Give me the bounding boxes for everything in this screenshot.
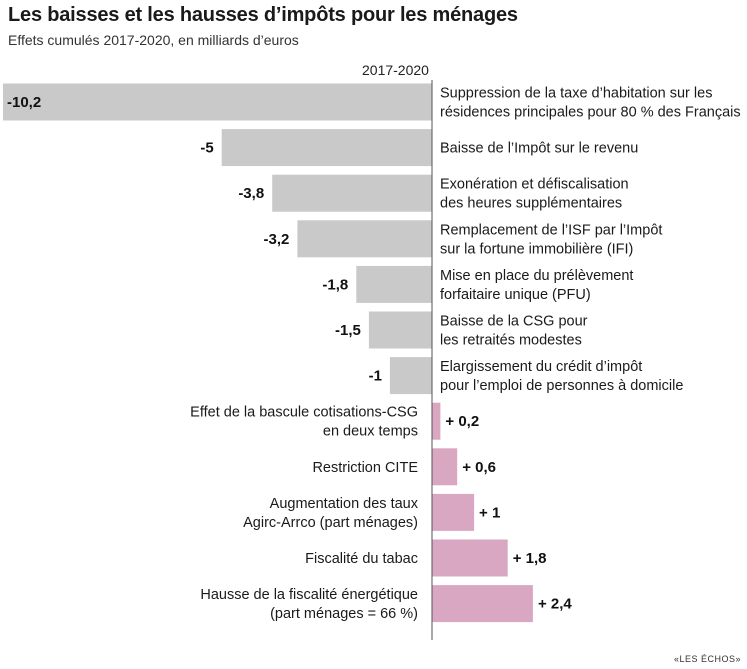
value-label-2: -5 <box>200 140 213 157</box>
chart-subtitle: Effets cumulés 2017-2020, en milliards d… <box>8 32 299 48</box>
value-label-3: -3,8 <box>238 185 264 202</box>
category-label-9: Restriction CITE <box>312 460 418 476</box>
value-label-4: -3,2 <box>264 231 290 248</box>
value-label-5: -1,8 <box>322 276 348 293</box>
category-label-3: Exonération et défiscalisation des heures… <box>440 177 629 212</box>
bar-4 <box>297 220 432 258</box>
bar-2 <box>221 129 432 167</box>
value-label-6: -1,5 <box>335 322 361 339</box>
category-label-11: Fiscalité du tabac <box>305 551 418 567</box>
category-label-5: Mise en place du prélèvement forfaitaire … <box>440 268 633 303</box>
category-label-12: Hausse de la fiscalité énergétique (part … <box>200 587 418 622</box>
bars-layer: -10,2 Suppression de la taxe d’habitation… <box>3 83 741 623</box>
category-label-2: Baisse de l’Impôt sur le revenu <box>440 141 638 157</box>
category-label-4: Remplacement de l’ISF par l’Impôt sur la … <box>440 222 662 257</box>
bar-10 <box>432 493 475 531</box>
bar-8 <box>432 402 441 440</box>
value-label-7: -1 <box>369 368 382 385</box>
category-label-7: Elargissement du crédit d’impôt pour l’em… <box>440 359 683 394</box>
category-label-10: Augmentation des taux Agirc-Arrco (part m… <box>243 496 419 531</box>
bar-6 <box>368 311 432 349</box>
bar-9 <box>432 448 458 486</box>
chart-title: Les baisses et les hausses d’impôts pour… <box>8 4 518 26</box>
value-label-8: + 0,2 <box>445 413 479 430</box>
value-label-10: + 1 <box>479 504 500 521</box>
bar-1 <box>3 83 432 121</box>
category-label-6: Baisse de la CSG pour les retraités modes… <box>440 314 588 349</box>
category-label-8: Effet de la bascule cotisations-CSG en de… <box>190 405 418 440</box>
source-credit: «LES ÉCHOS» <box>673 654 741 664</box>
bar-5 <box>356 265 432 303</box>
bar-7 <box>389 357 432 395</box>
bar-11 <box>432 539 508 577</box>
bar-12 <box>432 585 533 623</box>
period-label: 2017-2020 <box>362 62 429 78</box>
bar-3 <box>272 174 432 212</box>
category-label-1: Suppression de la taxe d’habitation sur … <box>440 86 741 121</box>
value-label-12: + 2,4 <box>538 596 572 613</box>
value-label-1: -10,2 <box>7 94 41 111</box>
value-label-11: + 1,8 <box>513 550 547 567</box>
value-label-9: + 0,6 <box>462 459 496 476</box>
